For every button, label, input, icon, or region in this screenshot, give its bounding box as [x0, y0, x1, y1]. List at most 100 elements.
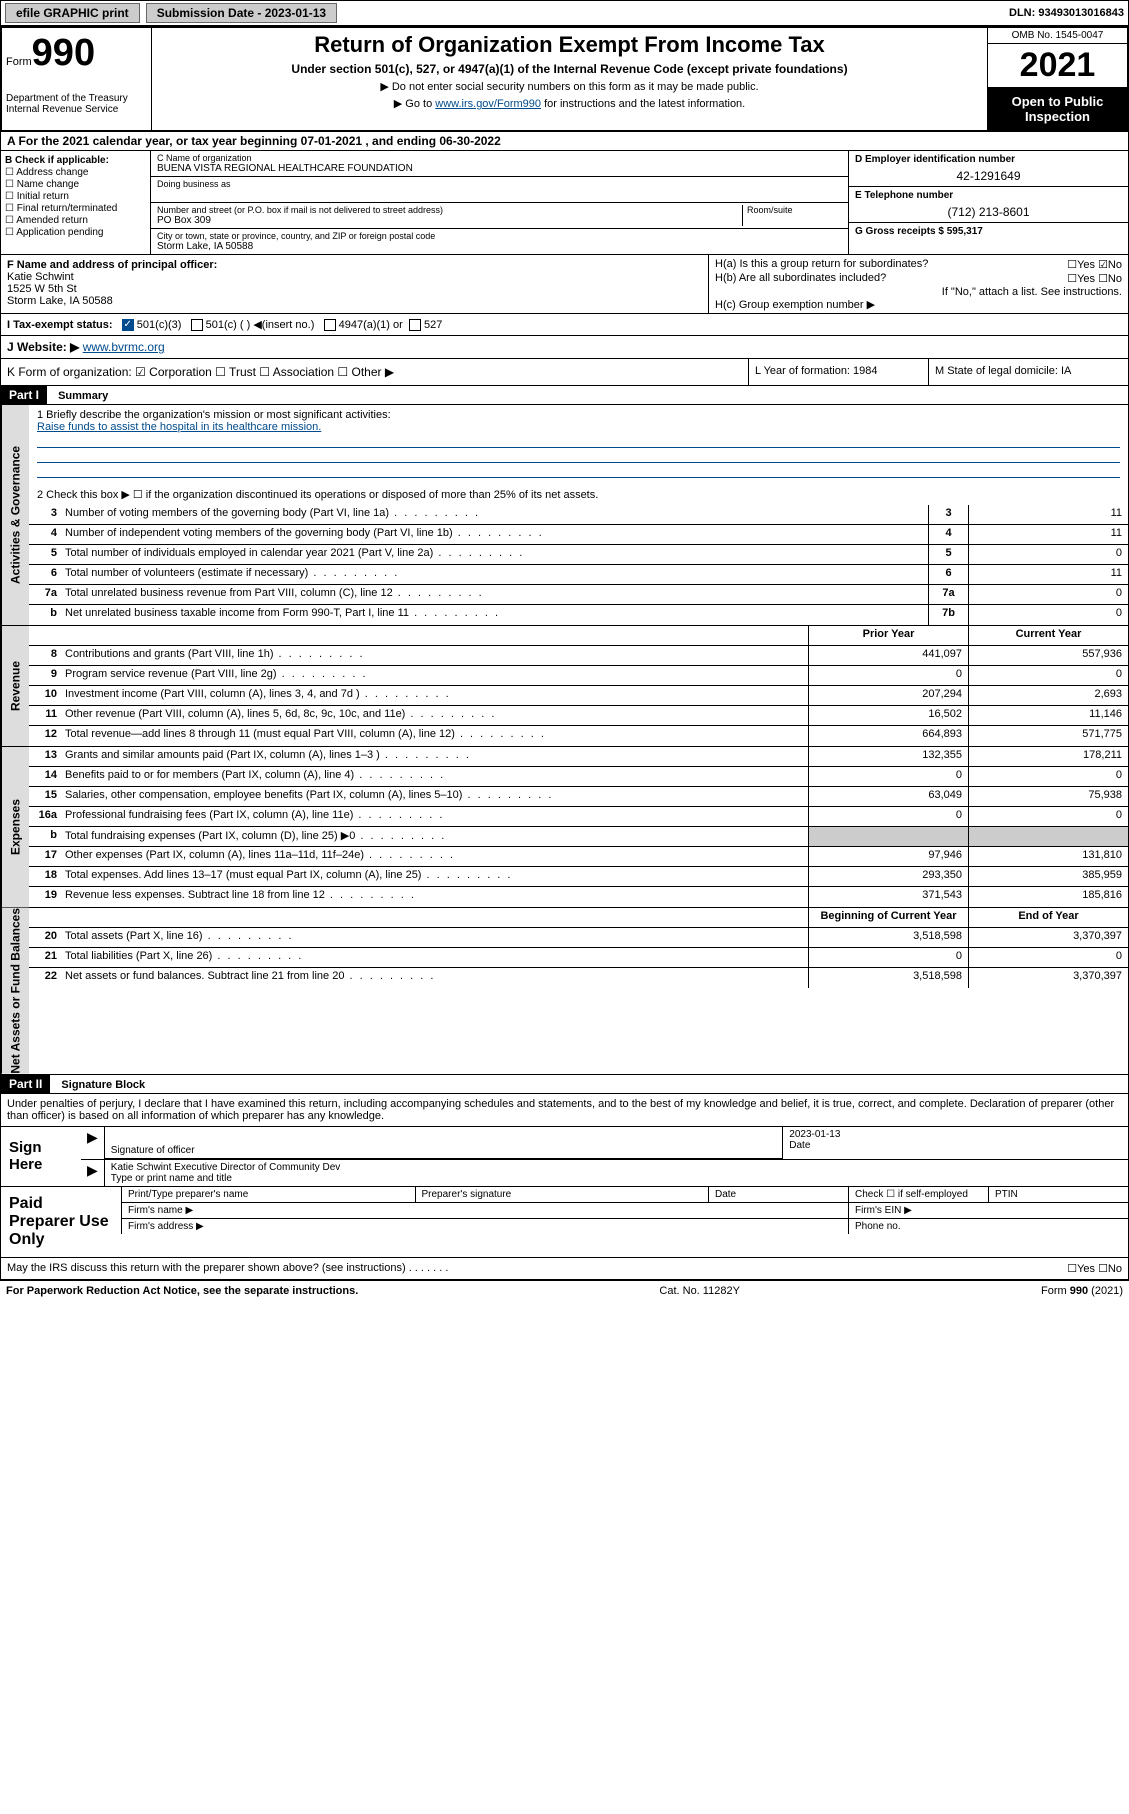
sign-here-block: Sign Here ▶ Signature of officer 2023-01… — [0, 1127, 1129, 1187]
table-row: 4 Number of independent voting members o… — [29, 525, 1128, 545]
row-value: 0 — [968, 605, 1128, 625]
section-l: L Year of formation: 1984 — [748, 359, 928, 385]
mission-line — [37, 434, 1120, 448]
current-value: 0 — [968, 767, 1128, 786]
section-bcdefg: B Check if applicable: ☐ Address change … — [0, 151, 1129, 255]
section-h: H(a) Is this a group return for subordin… — [708, 255, 1128, 313]
prep-date-hdr: Date — [708, 1187, 848, 1202]
prior-value: 0 — [808, 767, 968, 786]
table-row: 9 Program service revenue (Part VIII, li… — [29, 666, 1128, 686]
ein-row: D Employer identification number 42-1291… — [849, 151, 1128, 187]
chk-name[interactable]: ☐ Name change — [5, 179, 146, 190]
officer-name: Katie Schwint — [7, 271, 702, 283]
q1-mission: Raise funds to assist the hospital in it… — [37, 421, 1120, 433]
part-2-badge: Part II — [1, 1075, 50, 1093]
gross-receipts: G Gross receipts $ 595,317 — [855, 226, 1122, 237]
omb-number: OMB No. 1545-0047 — [988, 28, 1127, 44]
end-year-hdr: End of Year — [968, 908, 1128, 927]
chk-address[interactable]: ☐ Address change — [5, 167, 146, 178]
row-desc: Total liabilities (Part X, line 26) — [61, 948, 808, 967]
chk-501c[interactable] — [191, 319, 203, 331]
open-inspection-label: Open to Public Inspection — [988, 88, 1127, 130]
website-link[interactable]: www.bvrmc.org — [83, 340, 165, 354]
table-row: 16a Professional fundraising fees (Part … — [29, 807, 1128, 827]
table-row: 6 Total number of volunteers (estimate i… — [29, 565, 1128, 585]
row-desc: Contributions and grants (Part VIII, lin… — [61, 646, 808, 665]
row-desc: Other expenses (Part IX, column (A), lin… — [61, 847, 808, 866]
row-desc: Investment income (Part VIII, column (A)… — [61, 686, 808, 705]
prior-value: 0 — [808, 666, 968, 685]
prior-value: 3,518,598 — [808, 968, 968, 988]
row-num: 17 — [29, 847, 61, 866]
vtab-governance: Activities & Governance — [1, 405, 29, 625]
prior-value: 441,097 — [808, 646, 968, 665]
prior-value: 63,049 — [808, 787, 968, 806]
section-klm: K Form of organization: ☑ Corporation ☐ … — [0, 359, 1129, 386]
top-toolbar: efile GRAPHIC print Submission Date - 20… — [0, 0, 1129, 26]
paid-preparer-block: Paid Preparer Use Only Print/Type prepar… — [0, 1187, 1129, 1258]
prior-value: 97,946 — [808, 847, 968, 866]
revenue-table: Revenue Prior Year Current Year 8 Contri… — [0, 626, 1129, 747]
dba-label: Doing business as — [157, 179, 842, 189]
hb-answer: ☐Yes ☐No — [1067, 272, 1122, 285]
submission-date-button[interactable]: Submission Date - 2023-01-13 — [146, 3, 337, 23]
section-f: F Name and address of principal officer:… — [1, 255, 708, 313]
prior-year-hdr: Prior Year — [808, 626, 968, 645]
current-value — [968, 827, 1128, 846]
row-desc: Total unrelated business revenue from Pa… — [61, 585, 928, 604]
chk-4947[interactable] — [324, 319, 336, 331]
phone-label: E Telephone number — [855, 190, 1122, 201]
current-value: 178,211 — [968, 747, 1128, 766]
address-row: Number and street (or P.O. box if mail i… — [151, 203, 848, 229]
row-num: 18 — [29, 867, 61, 886]
vtab-revenue: Revenue — [1, 626, 29, 746]
officer-name-label: Type or print name and title — [111, 1173, 1122, 1184]
row-desc: Professional fundraising fees (Part IX, … — [61, 807, 808, 826]
instruction-1: ▶ Do not enter social security numbers o… — [156, 80, 983, 93]
expenses-table: Expenses 13 Grants and similar amounts p… — [0, 747, 1129, 908]
chk-527[interactable] — [409, 319, 421, 331]
form-subtitle: Under section 501(c), 527, or 4947(a)(1)… — [156, 62, 983, 76]
dln-label: DLN: 93493013016843 — [1009, 7, 1124, 19]
part-2-title: Signature Block — [53, 1077, 153, 1093]
part-1-header-row: Part I Summary — [0, 386, 1129, 405]
city-label: City or town, state or province, country… — [157, 231, 842, 241]
row-desc: Total number of volunteers (estimate if … — [61, 565, 928, 584]
sig-date: 2023-01-13 — [789, 1129, 1122, 1140]
chk-final[interactable]: ☐ Final return/terminated — [5, 203, 146, 214]
form-header: Form990 Department of the Treasury Inter… — [0, 26, 1129, 132]
efile-button[interactable]: efile GRAPHIC print — [5, 3, 140, 23]
website-label: J Website: ▶ — [7, 340, 83, 354]
org-name-label: C Name of organization — [157, 153, 842, 163]
table-row: 12 Total revenue—add lines 8 through 11 … — [29, 726, 1128, 746]
chk-initial[interactable]: ☐ Initial return — [5, 191, 146, 202]
chk-pending[interactable]: ☐ Application pending — [5, 227, 146, 238]
ein-value: 42-1291649 — [855, 169, 1122, 183]
ha-answer: ☐Yes ☑No — [1067, 258, 1122, 271]
table-row: b Net unrelated business taxable income … — [29, 605, 1128, 625]
mission-line — [37, 464, 1120, 478]
section-b: B Check if applicable: ☐ Address change … — [1, 151, 151, 254]
row-desc: Revenue less expenses. Subtract line 18 … — [61, 887, 808, 907]
section-b-label: B Check if applicable: — [5, 155, 146, 166]
sig-date-label: Date — [789, 1140, 1122, 1151]
officer-label: F Name and address of principal officer: — [7, 259, 702, 271]
section-c: C Name of organization BUENA VISTA REGIO… — [151, 151, 848, 254]
chk-501c3[interactable]: ✓ — [122, 319, 134, 331]
irs-link[interactable]: www.irs.gov/Form990 — [435, 98, 541, 110]
city-value: Storm Lake, IA 50588 — [157, 241, 842, 252]
row-desc: Number of independent voting members of … — [61, 525, 928, 544]
row-num: 5 — [29, 545, 61, 564]
section-de: D Employer identification number 42-1291… — [848, 151, 1128, 254]
form-number: 990 — [32, 32, 95, 74]
row-desc: Other revenue (Part VIII, column (A), li… — [61, 706, 808, 725]
current-value: 557,936 — [968, 646, 1128, 665]
chk-amended[interactable]: ☐ Amended return — [5, 215, 146, 226]
addr-label: Number and street (or P.O. box if mail i… — [157, 205, 742, 215]
footer-left: For Paperwork Reduction Act Notice, see … — [6, 1285, 358, 1297]
row-box: 5 — [928, 545, 968, 564]
sig-officer-label: Signature of officer — [111, 1145, 776, 1156]
prep-sig-hdr: Preparer's signature — [415, 1187, 709, 1202]
netassets-table: Net Assets or Fund Balances Beginning of… — [0, 908, 1129, 1075]
mission-line — [37, 449, 1120, 463]
